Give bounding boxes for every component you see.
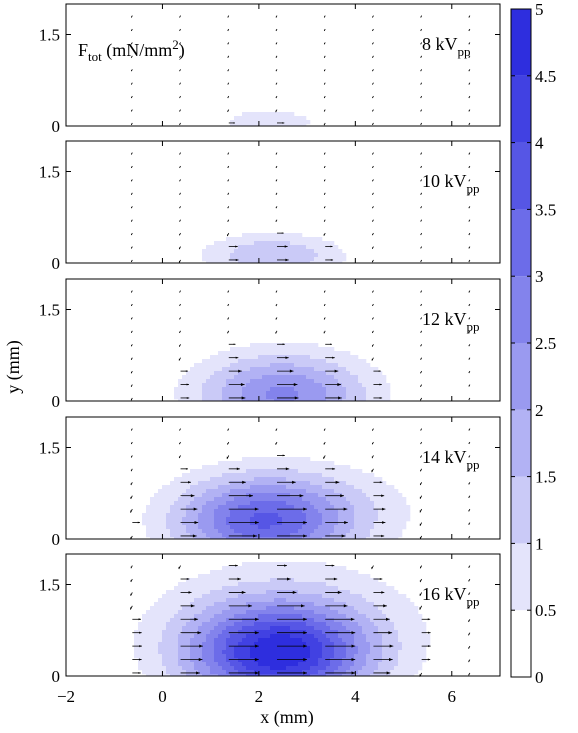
force-vectors: [130, 290, 471, 401]
panel-3: 0 1.5 12 kVpp: [39, 278, 501, 411]
force-contour: [142, 457, 411, 539]
colorbar-band: [511, 209, 531, 277]
y-tick-label: 0: [52, 254, 61, 273]
colorbar-band: [511, 610, 531, 677]
force-units-close: ): [179, 40, 185, 61]
panel-frame: [65, 416, 501, 540]
colorbar-tick-label: 5: [535, 0, 544, 19]
colorbar-tick-label: 4: [535, 134, 544, 153]
force-vectors: [130, 428, 471, 540]
force-symbol: F: [78, 40, 88, 60]
force-vectors: [130, 564, 471, 677]
panel-4: 0 1.5 14 kVpp: [39, 416, 501, 549]
y-tick-label: 1.5: [39, 576, 60, 595]
colorbar: 0 0.5 1 1.5 2 2.5 3 3.5 4 4.5 5: [510, 0, 556, 687]
x-tick-label: −2: [57, 687, 75, 706]
y-tick-label: 1.5: [39, 439, 60, 458]
colorbar-band: [511, 142, 531, 210]
force-contour: [174, 343, 391, 401]
force-subscript: tot: [88, 49, 102, 64]
voltage-label: 14 kVpp: [422, 447, 480, 472]
x-tick-label: 0: [158, 687, 167, 706]
y-tick-label: 0: [52, 392, 61, 411]
panels-group: 0 1.5 8 kVpp 0 1.5 10 kVpp 0 1.5 12 kVpp 0 1.5 14 k…: [39, 3, 501, 686]
x-tick-label: 6: [448, 687, 457, 706]
colorbar-tick-label: 3.5: [535, 200, 556, 219]
colorbar-band: [511, 9, 531, 76]
colorbar-tick-label: 2.5: [535, 334, 556, 353]
colorbar-tick-label: 0: [535, 668, 544, 687]
y-axis-label: y (mm): [3, 340, 24, 394]
colorbar-tick-label: 2: [535, 401, 544, 420]
voltage-label: 10 kVpp: [422, 171, 480, 196]
y-tick-label: 1.5: [39, 26, 60, 45]
force-units-power: 2: [172, 37, 179, 52]
x-axis-label: x (mm): [260, 707, 314, 728]
panel-frame: [65, 278, 501, 402]
voltage-label: 16 kVpp: [422, 584, 480, 609]
force-units: (mN/mm: [106, 40, 172, 61]
voltage-label: 8 kVpp: [422, 34, 471, 59]
colorbar-tick-label: 1: [535, 534, 544, 553]
y-tick-label: 1.5: [39, 163, 60, 182]
colorbar-band: [511, 543, 531, 611]
colorbar-band: [511, 476, 531, 544]
x-tick-label: 2: [255, 687, 264, 706]
x-axis: −2 0 2 4 6: [57, 687, 456, 706]
colorbar-tick-label: 1.5: [535, 468, 556, 487]
force-contour: [134, 562, 431, 676]
panel-5: 0 1.5 16 kVpp: [39, 553, 501, 686]
panel-frame: [65, 3, 501, 127]
y-tick-label: 0: [52, 530, 61, 549]
y-tick-label: 1.5: [39, 301, 60, 320]
colorbar-band: [511, 276, 531, 343]
panel-2: 0 1.5 10 kVpp: [39, 140, 501, 273]
x-tick-label: 4: [351, 687, 360, 706]
panel-frame: [65, 140, 501, 264]
colorbar-tick-label: 0.5: [535, 601, 556, 620]
voltage-label: 12 kVpp: [422, 309, 480, 334]
colorbar-tick-label: 4.5: [535, 67, 556, 86]
force-contour: [230, 112, 311, 126]
colorbar-tick-label: 3: [535, 267, 544, 286]
panel-1: 0 1.5 8 kVpp: [39, 3, 501, 136]
force-vectors: [130, 152, 471, 263]
force-contour: [202, 233, 347, 263]
colorbar-band: [511, 343, 531, 410]
colorbar-band: [511, 409, 531, 477]
force-annotation: Ftot (mN/mm2): [78, 37, 185, 64]
panel-frame: [65, 553, 501, 677]
colorbar-band: [511, 75, 531, 143]
y-tick-label: 0: [52, 117, 61, 136]
force-vectors: [130, 15, 471, 126]
y-tick-label: 0: [52, 667, 61, 686]
